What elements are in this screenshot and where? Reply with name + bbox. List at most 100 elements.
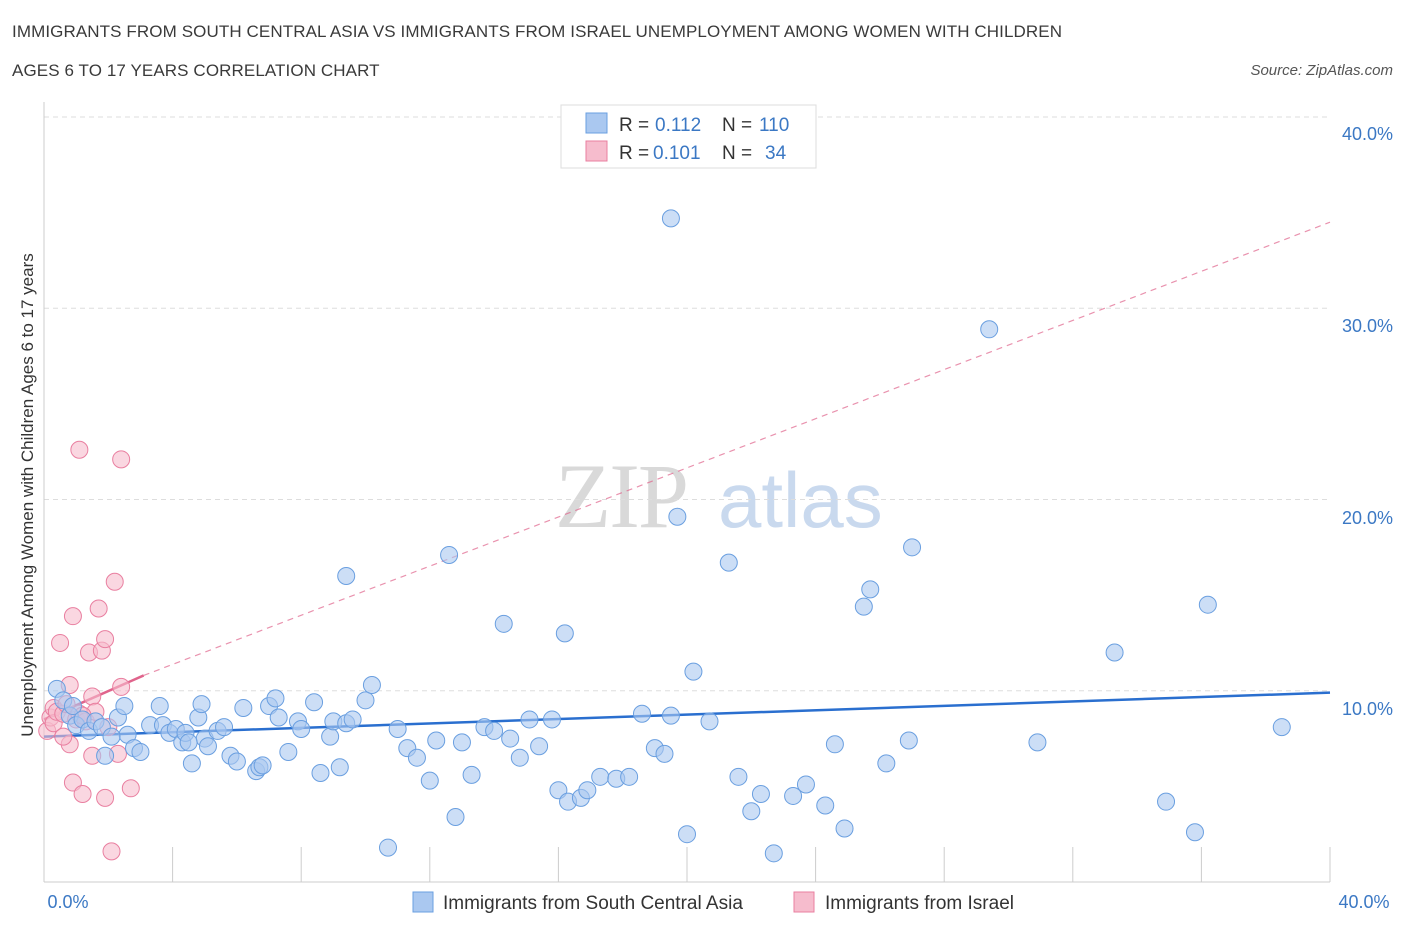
blue-point-68	[591, 767, 610, 786]
y-tick-label-10: 10.0%	[1342, 699, 1393, 719]
blue-point-48	[388, 720, 407, 738]
blue-point-82	[751, 785, 770, 804]
blue-point-63	[542, 710, 561, 729]
blue-point-80	[729, 767, 748, 786]
pink-point-23	[96, 630, 115, 649]
pink-point-11	[63, 773, 82, 792]
blue-point-93	[903, 538, 922, 557]
pink-point-14	[70, 440, 89, 459]
blue-point-97	[192, 695, 211, 714]
bottom-legend-swatch-blue	[412, 891, 434, 913]
pink-point-19	[83, 687, 102, 706]
x-tick-label-min: 0.0%	[47, 892, 88, 912]
blue-point-84	[784, 786, 803, 805]
pink-trend-line-extended	[143, 221, 1331, 677]
x-tick-label-max: 40.0%	[1338, 892, 1389, 912]
blue-point-95	[980, 320, 999, 339]
blue-point-105	[1272, 718, 1291, 737]
blue-point-45	[343, 710, 362, 729]
bottom-legend-label-blue: Immigrants from South Central Asia	[443, 893, 743, 914]
legend-swatch-pink	[585, 140, 608, 162]
blue-point-50	[407, 748, 426, 767]
blue-point-94	[661, 209, 680, 228]
axes	[43, 102, 1331, 883]
blue-point-90	[861, 580, 880, 599]
blue-point-11	[115, 697, 134, 716]
blue-point-76	[678, 825, 696, 844]
blue-point-3	[63, 697, 82, 716]
blue-point-41	[321, 727, 340, 746]
blue-point-85	[796, 775, 815, 794]
pink-point-27	[105, 572, 124, 591]
blue-point-73	[655, 744, 674, 763]
legend-r-value-2: 0.101	[653, 143, 701, 164]
blue-point-54	[446, 807, 465, 826]
blue-point-92	[899, 731, 918, 750]
blue-point-71	[632, 704, 651, 723]
blue-point-87	[825, 735, 844, 754]
blue-point-79	[719, 553, 738, 572]
pink-point-15	[73, 785, 92, 804]
blue-point-29	[227, 752, 246, 771]
blue-point-59	[501, 729, 520, 748]
blue-point-46	[356, 691, 375, 710]
blue-point-25	[198, 737, 217, 756]
blue-point-67	[578, 781, 597, 800]
bottom-legend-label-pink: Immigrants from Israel	[825, 893, 1014, 914]
source-label: Source: ZipAtlas.com	[1250, 62, 1393, 79]
y-tick-label-40: 40.0%	[1342, 124, 1393, 144]
legend-n-value-1: 110	[759, 115, 789, 136]
pink-point-21	[89, 599, 108, 618]
blue-point-56	[462, 765, 481, 784]
legend-n-value-2: 34	[765, 143, 787, 164]
blue-point-34	[266, 689, 285, 708]
pink-point-31	[121, 779, 140, 798]
blue-point-74	[661, 706, 680, 725]
blue-point-27	[215, 718, 234, 737]
blue-point-43	[330, 758, 349, 777]
data-points	[38, 209, 1291, 863]
blue-point-16	[150, 697, 169, 716]
blue-point-51	[420, 771, 439, 790]
watermark-zip: ZIP	[555, 445, 687, 547]
y-tick-label-20: 20.0%	[1342, 508, 1393, 528]
blue-point-107	[179, 733, 198, 752]
blue-point-103	[1157, 792, 1176, 811]
blue-point-53	[440, 545, 459, 564]
grid-lines	[44, 116, 1330, 692]
blue-point-88	[835, 819, 854, 838]
legend-r-value-1: 0.112	[655, 115, 701, 136]
legend-n-label-2: N =	[722, 143, 752, 164]
pink-point-24	[96, 788, 115, 807]
blue-point-101	[1028, 733, 1047, 752]
chart-title-line2: AGES 6 TO 17 YEARS CORRELATION CHART	[12, 61, 380, 80]
y-axis-label: Unemployment Among Women with Children A…	[18, 253, 37, 737]
y-tick-label-30: 30.0%	[1342, 316, 1393, 336]
blue-trend-line	[43, 691, 1331, 738]
blue-point-75	[668, 507, 687, 526]
bottom-legend: Immigrants from South Central Asia Immig…	[412, 891, 1014, 914]
blue-point-9	[96, 746, 115, 765]
blue-point-104	[1198, 595, 1217, 614]
pink-point-10	[63, 607, 82, 626]
pink-point-5	[51, 633, 70, 652]
blue-point-30	[234, 698, 253, 717]
blue-point-89	[854, 597, 873, 616]
blue-point-106	[1185, 823, 1204, 842]
legend-r-label-1: R =	[619, 115, 649, 136]
blue-point-38	[292, 720, 311, 738]
legend: R = 0.112 N = 110 R = 0.101 N = 34	[560, 104, 817, 169]
pink-point-26	[102, 842, 121, 861]
blue-point-109	[379, 838, 398, 857]
legend-r-label-2: R =	[619, 143, 649, 164]
bottom-legend-swatch-pink	[793, 891, 815, 913]
blue-point-81	[742, 802, 761, 821]
blue-point-55	[452, 733, 471, 752]
pink-point-29	[112, 677, 131, 696]
trend-lines	[43, 221, 1331, 738]
blue-point-100	[555, 624, 574, 643]
pink-point-30	[112, 450, 131, 469]
blue-point-40	[311, 763, 330, 782]
pink-point-32	[54, 727, 73, 746]
